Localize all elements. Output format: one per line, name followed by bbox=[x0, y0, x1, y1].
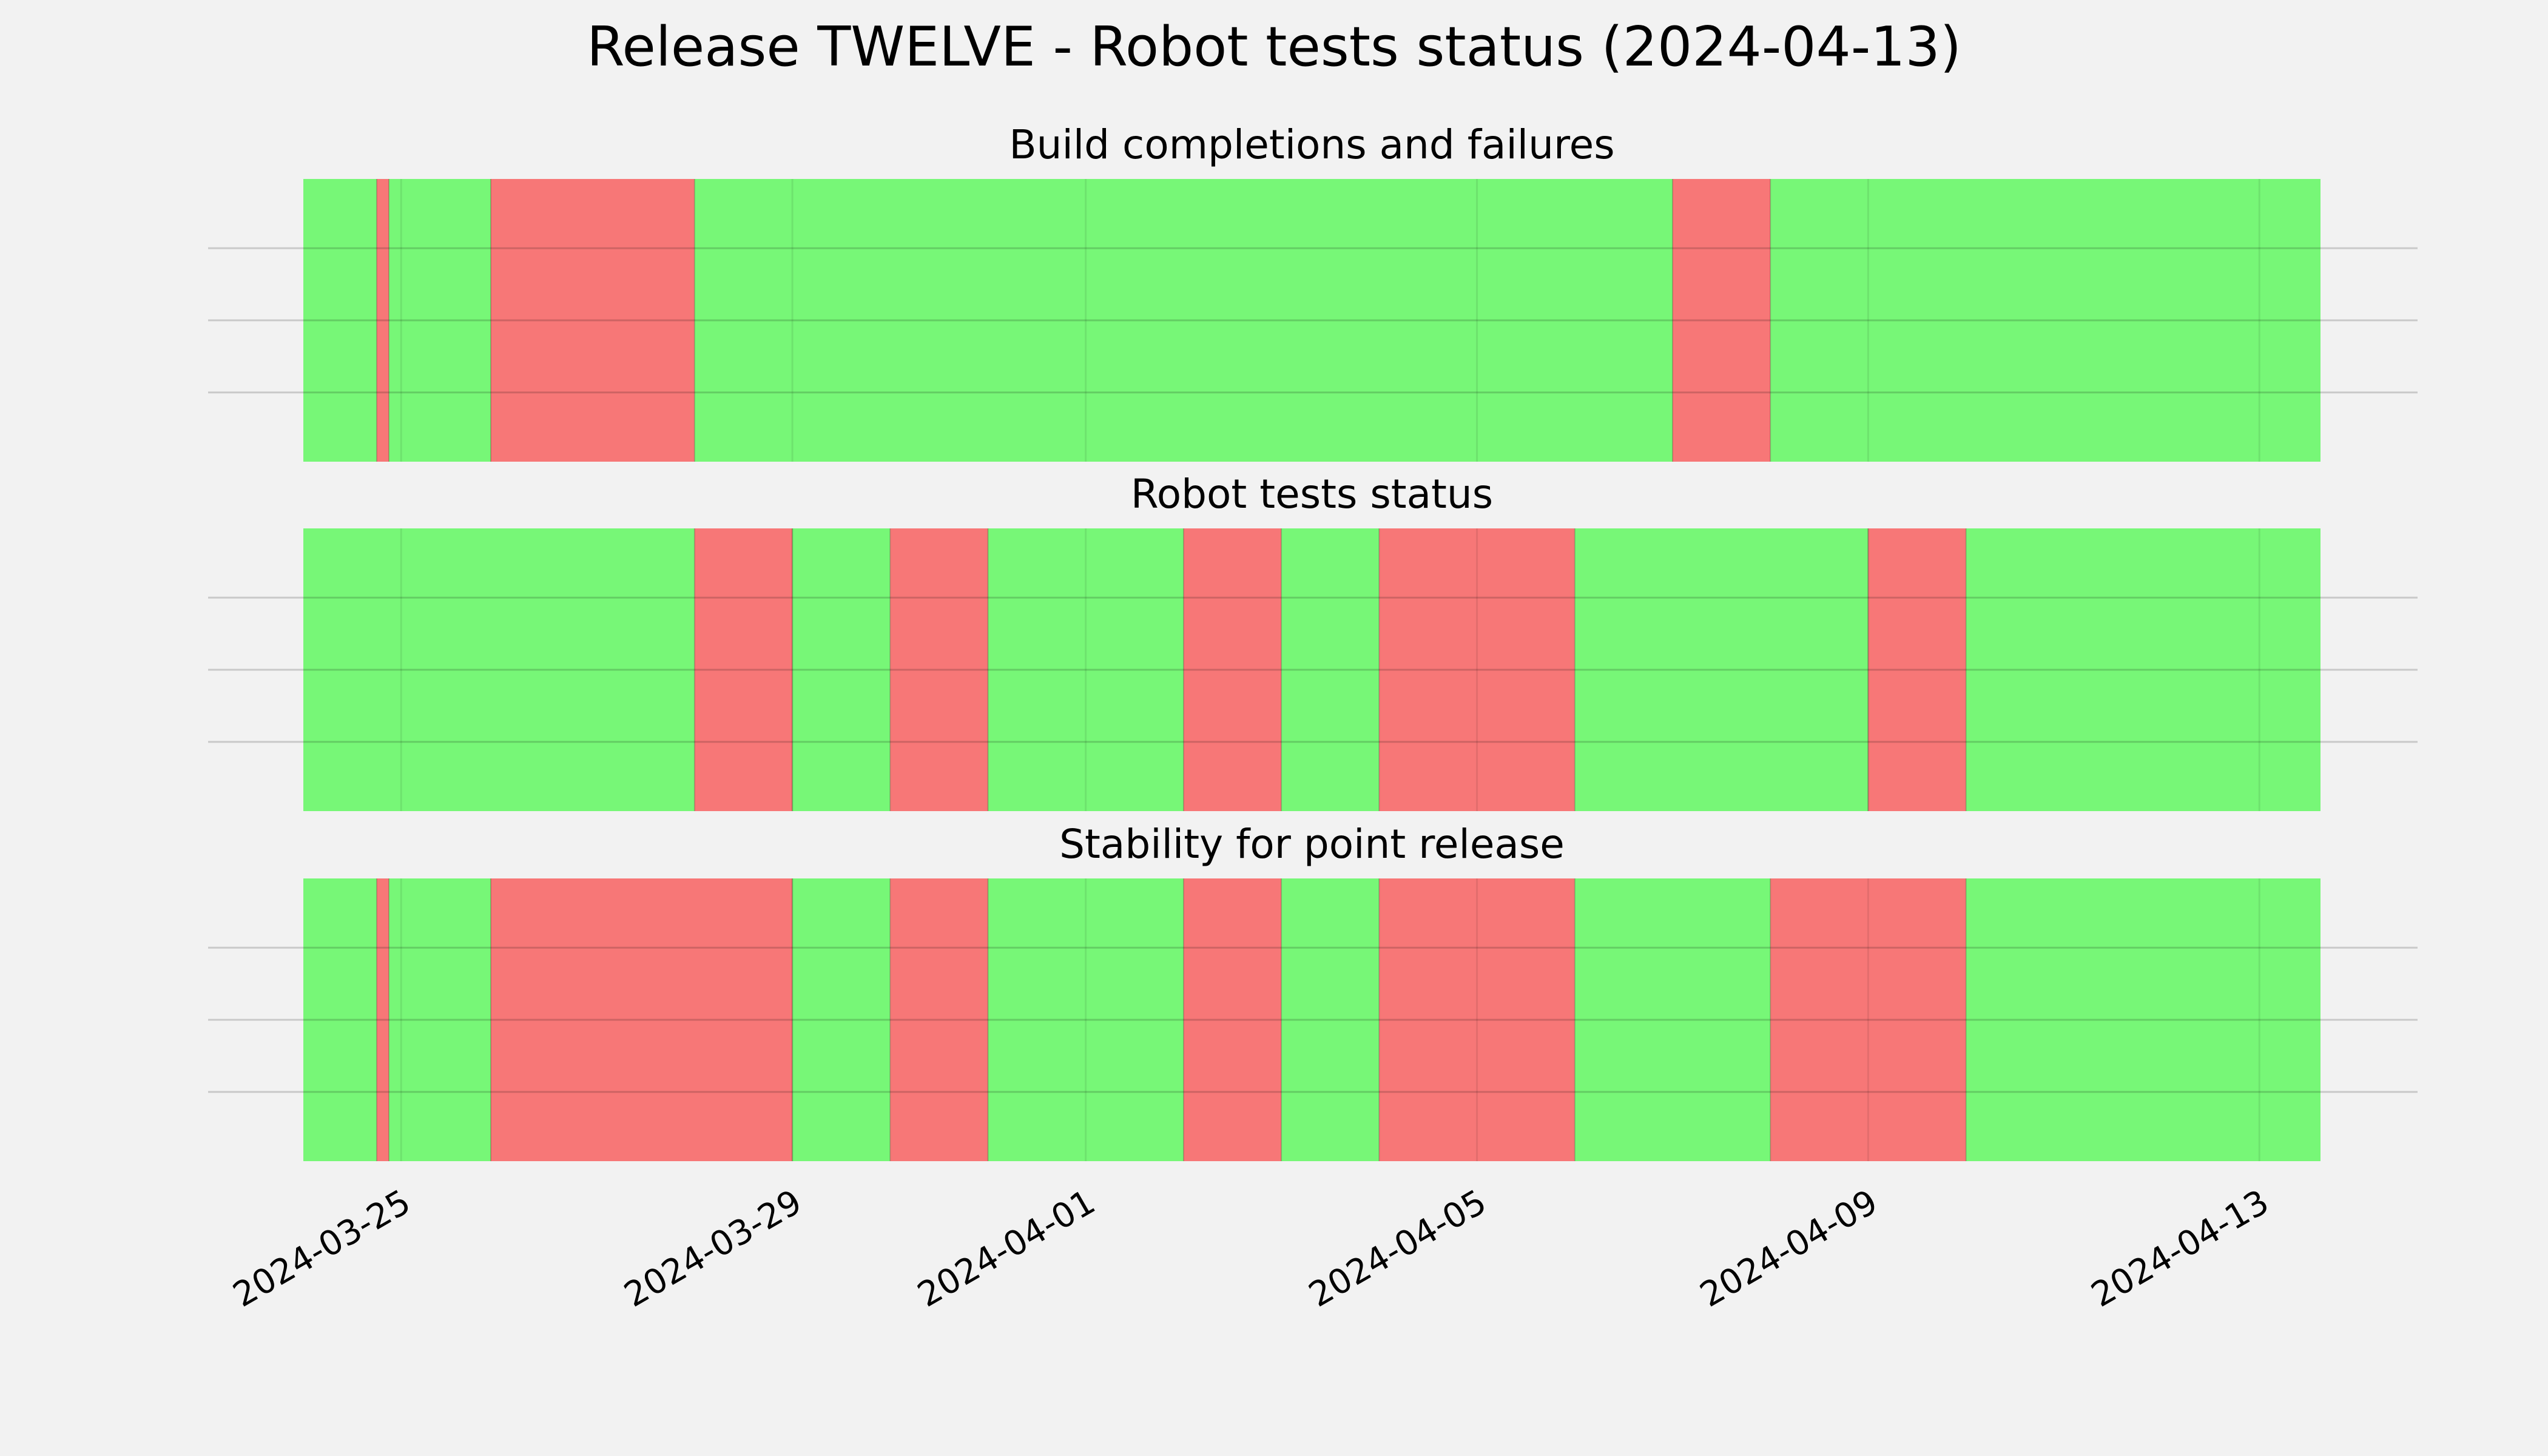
segment-pass bbox=[694, 179, 1673, 462]
panel-1: Build completions and failures bbox=[208, 121, 2418, 462]
segment-pass bbox=[1770, 179, 2320, 462]
panel-2: Robot tests status bbox=[208, 471, 2418, 811]
segment-pass bbox=[1281, 878, 1380, 1161]
segment-fail bbox=[890, 528, 988, 811]
panel-title: Build completions and failures bbox=[1009, 121, 1614, 168]
segment-fail bbox=[1183, 528, 1282, 811]
segment-fail bbox=[1770, 878, 1966, 1161]
chart-title: Release TWELVE - Robot tests status (202… bbox=[587, 15, 1961, 79]
panels: Build completions and failures Robot test… bbox=[208, 121, 2418, 1161]
segment-pass bbox=[988, 528, 1184, 811]
segment-pass bbox=[792, 528, 891, 811]
segment-fail bbox=[1868, 528, 1966, 811]
segment-pass bbox=[303, 179, 377, 462]
segment-pass bbox=[1574, 528, 1869, 811]
segment-pass bbox=[1574, 878, 1771, 1161]
segment-fail bbox=[694, 528, 793, 811]
segment-pass bbox=[303, 878, 377, 1161]
panel-title: Robot tests status bbox=[1131, 471, 1493, 517]
segment-fail bbox=[490, 878, 793, 1161]
segment-pass bbox=[792, 878, 891, 1161]
segment-fail bbox=[1379, 528, 1575, 811]
panel-title: Stability for point release bbox=[1059, 821, 1565, 868]
segment-fail bbox=[376, 878, 389, 1161]
segment-pass bbox=[303, 528, 695, 811]
segment-pass bbox=[1281, 528, 1380, 811]
segment-fail bbox=[1183, 878, 1282, 1161]
segment-fail bbox=[376, 179, 389, 462]
segment-fail bbox=[890, 878, 988, 1161]
panel-3: Stability for point release bbox=[208, 821, 2418, 1161]
segment-fail bbox=[490, 179, 695, 462]
segment-pass bbox=[389, 878, 491, 1161]
segment-pass bbox=[988, 878, 1184, 1161]
segment-pass bbox=[1966, 528, 2320, 811]
segment-fail bbox=[1379, 878, 1575, 1161]
segment-pass bbox=[1966, 878, 2320, 1161]
segment-fail bbox=[1672, 179, 1771, 462]
segment-pass bbox=[389, 179, 491, 462]
